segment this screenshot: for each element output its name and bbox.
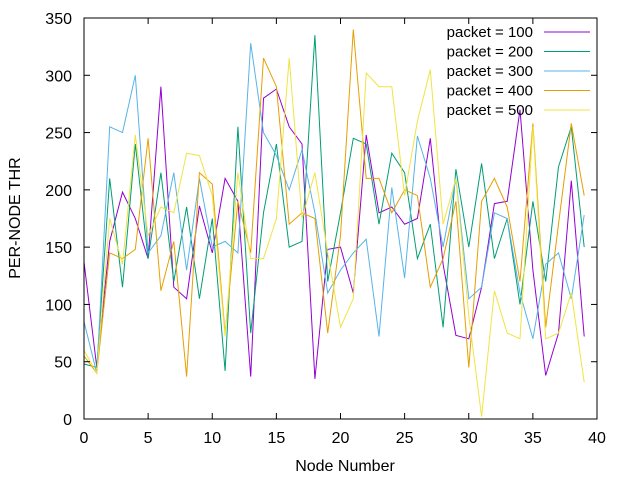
x-tick-label: 5 [144,430,153,447]
y-tick-label: 0 [63,412,72,429]
series-line-5 [83,58,585,417]
tick-layer: 0 5 10 15 20 25 30 35 40 0 50 100 150 200 250 300 350 [45,11,606,447]
x-tick-label: 40 [588,430,606,447]
legend-label-4: packet = 400 [447,83,533,100]
legend-label-3: packet = 300 [447,63,533,80]
y-tick-label: 250 [45,126,72,143]
x-tick-label: 25 [396,430,414,447]
y-tick-label: 200 [45,183,72,200]
y-tick-label: 150 [45,240,72,257]
x-tick-label: 35 [524,430,542,447]
y-tick-label: 300 [45,68,72,85]
legend: packet = 100 packet = 200 packet = 300 pack… [447,24,590,119]
x-tick-label: 30 [460,430,478,447]
x-tick-label: 0 [80,430,89,447]
y-axis-label: PER-NODE THR [7,157,24,279]
y-tick-label: 50 [54,355,72,372]
x-axis-label: Node Number [295,458,395,475]
x-tick-label: 15 [267,430,285,447]
legend-label-1: packet = 100 [447,24,533,41]
series-layer [83,29,585,417]
y-tick-label: 350 [45,11,72,28]
legend-label-5: packet = 500 [447,102,533,119]
legend-label-2: packet = 200 [447,44,533,61]
series-line-2 [83,35,585,371]
x-tick-label: 10 [203,430,221,447]
x-tick-label: 20 [332,430,350,447]
y-tick-label: 100 [45,297,72,314]
series-line-4 [83,29,585,377]
